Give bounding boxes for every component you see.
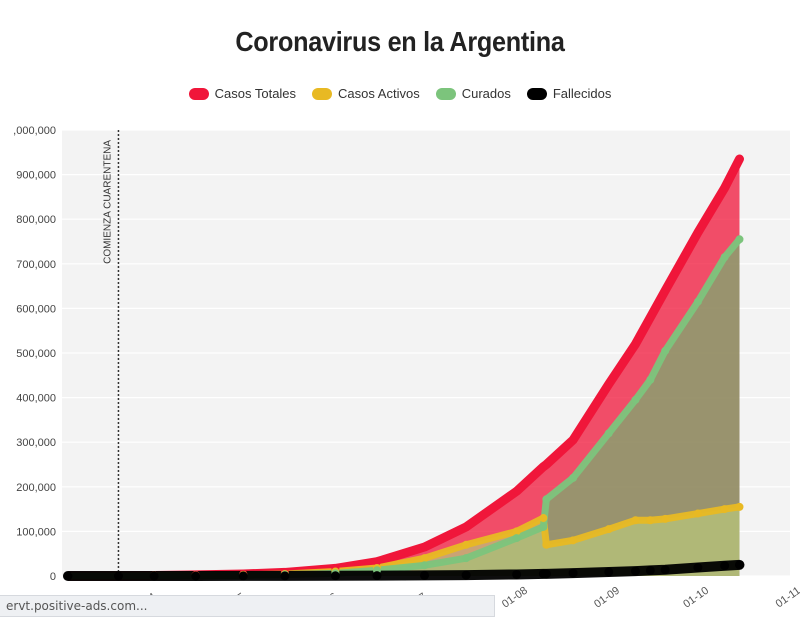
area-casos-activos [67,506,740,576]
point-casos-totales [604,380,613,389]
point-curados [720,253,729,262]
point-casos-activos [569,536,578,545]
point-fallecidos [461,570,471,580]
point-casos-activos [420,554,429,563]
y-tick-label: 600,000 [16,303,56,315]
point-curados [604,429,613,438]
point-fallecidos [280,571,290,581]
point-casos-activos [735,502,744,511]
point-fallecidos [113,571,123,581]
point-casos-activos [720,505,729,514]
point-fallecidos [604,567,614,577]
y-tick-label: 300,000 [16,437,56,449]
chart-legend: Casos Totales Casos Activos Curados Fall… [0,86,800,101]
point-casos-totales [569,435,578,444]
point-casos-activos [661,514,670,523]
point-fallecidos [693,563,703,573]
point-casos-activos [646,516,655,525]
point-casos-activos [604,525,613,534]
point-fallecidos [645,565,655,575]
y-tick-label: 800,000 [16,214,56,226]
legend-label-casos-totales: Casos Totales [214,86,297,101]
point-fallecidos [734,560,744,570]
point-casos-totales [661,286,670,295]
quarantine-label: COMIENZA CUARENTENA [102,140,113,264]
legend-swatch-fallecidos [526,87,547,100]
chart-title: Coronavirus en la Argentina [235,26,565,57]
area-casos-totales [67,158,740,577]
y-tick-label: 700,000 [16,259,56,271]
point-casos-totales [462,522,471,531]
y-tick-label: 0 [50,571,56,583]
legend-swatch-casos-totales [188,87,209,100]
point-fallecidos [568,568,578,578]
x-tick-label: 01-09 [592,585,622,611]
point-casos-activos [693,509,702,518]
point-fallecidos [660,565,670,575]
point-curados [735,235,744,244]
legend-swatch-casos-activos [312,87,333,100]
point-fallecidos [63,571,73,581]
point-curados [542,495,551,504]
point-casos-totales [631,340,640,349]
point-fallecidos [149,571,159,581]
point-fallecidos [238,571,248,581]
y-tick-label: 500,000 [16,348,56,360]
point-fallecidos [420,570,430,580]
point-fallecidos [630,566,640,576]
point-fallecidos [541,569,551,579]
point-casos-totales [542,460,551,469]
point-curados [512,534,521,543]
y-tick-label: 900,000 [16,170,56,182]
point-curados [420,561,429,570]
point-fallecidos [720,561,730,571]
point-curados [646,375,655,384]
point-casos-totales [646,313,655,322]
point-fallecidos [372,571,382,581]
point-casos-totales [420,543,429,552]
x-tick-label: 01-08 [500,585,530,611]
legend-item-casos-activos[interactable]: Casos Activos [312,86,420,101]
point-casos-totales [372,557,381,566]
point-fallecidos [330,571,340,581]
legend-label-fallecidos: Fallecidos [552,86,612,101]
point-casos-totales [735,154,744,163]
legend-swatch-curados [435,87,456,100]
point-curados [462,554,471,563]
y-tick-label: ,000,000 [13,125,56,137]
y-tick-label: 100,000 [16,526,56,538]
point-casos-activos [539,514,548,523]
legend-label-curados: Curados [461,86,511,101]
legend-item-fallecidos[interactable]: Fallecidos [526,86,612,101]
x-tick-label: 01-11 [774,585,800,611]
area-curados [67,239,740,576]
point-curados [569,473,578,482]
status-bar: ervt.positive-ads.com... [0,595,495,617]
legend-item-casos-totales[interactable]: Casos Totales [188,86,297,101]
x-tick-label: 01-10 [681,585,711,611]
legend-label-casos-activos: Casos Activos [338,86,420,101]
point-curados [661,346,670,355]
point-casos-totales [512,487,521,496]
y-tick-label: 400,000 [16,393,56,405]
point-fallecidos [191,571,201,581]
point-fallecidos [512,569,522,579]
point-curados [693,297,702,306]
point-casos-activos [512,527,521,536]
point-casos-activos [542,540,551,549]
legend-item-curados[interactable]: Curados [435,86,511,101]
point-curados [539,522,548,531]
point-casos-totales [720,183,729,192]
point-casos-activos [631,516,640,525]
point-casos-totales [693,228,702,237]
y-tick-label: 200,000 [16,482,56,494]
point-curados [631,395,640,404]
point-casos-activos [462,540,471,549]
